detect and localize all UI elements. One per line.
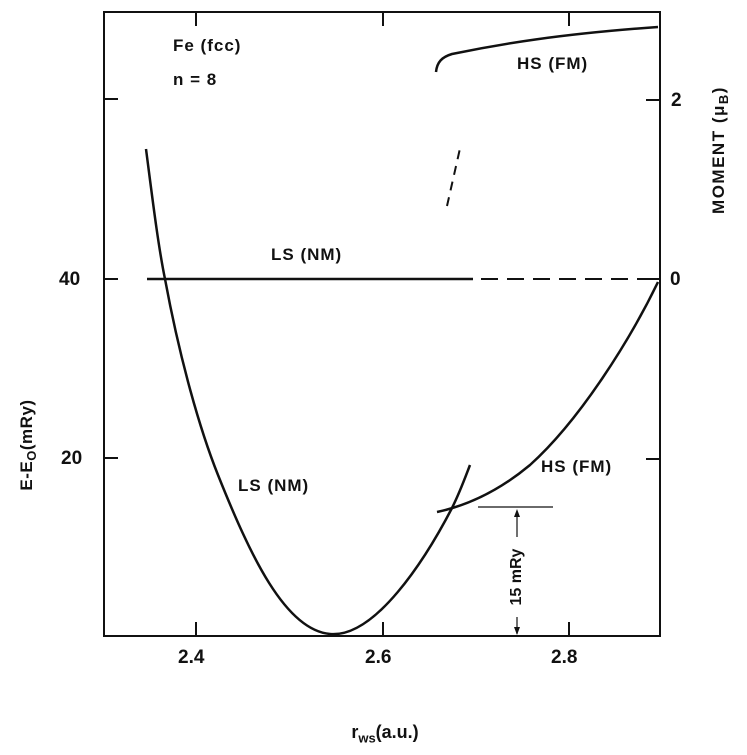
x-title-sub: ws	[358, 730, 376, 746]
y-right-title-close: )	[708, 86, 728, 94]
gap-arrowhead-up-icon	[514, 509, 520, 517]
gap-arrowhead-down-icon	[514, 627, 520, 635]
material-label: Fe (fcc)	[173, 36, 242, 55]
hs-moment-curve	[434, 25, 659, 73]
hs-moment-dashed	[446, 143, 462, 207]
gap-15mry-label: 15 mRy	[508, 545, 525, 609]
y-tick-40: 40	[59, 269, 81, 290]
x-title-unit: (a.u.)	[375, 722, 419, 742]
y-right-tick-2: 2	[671, 90, 682, 111]
hs-energy-label: HS (FM)	[541, 457, 613, 476]
y-right-title-sub: B	[716, 93, 732, 105]
hs-energy-curve	[436, 281, 660, 514]
y-axis-left-ticks	[104, 98, 118, 459]
x-tick-2.8: 2.8	[551, 647, 578, 668]
x-axis-ticks	[195, 12, 570, 636]
y-tick-20: 20	[61, 448, 83, 469]
y-left-title-unit: (mRy)	[16, 399, 36, 451]
ls-energy-label: LS (NM)	[238, 476, 310, 495]
ls-energy-curve	[144, 148, 472, 636]
x-title-main: r	[351, 722, 359, 742]
hs-moment-label: HS (FM)	[517, 54, 589, 73]
x-axis-title: rws(a.u.)	[351, 722, 418, 746]
x-tick-2.6: 2.6	[365, 647, 392, 668]
y-right-title-text: MOMENT (μ	[708, 104, 728, 214]
y-axis-right-title: MOMENT (μB)	[709, 86, 731, 214]
x-tick-2.4: 2.4	[178, 647, 205, 668]
y-left-title-text: E-E	[16, 460, 36, 491]
ls-moment-label: LS (NM)	[271, 245, 343, 264]
y-right-tick-0: 0	[670, 269, 681, 290]
y-left-title-sub: O	[24, 450, 40, 461]
n-label: n = 8	[173, 70, 218, 89]
plot-frame	[103, 11, 661, 637]
y-axis-left-title: E-EO(mRy)	[17, 399, 39, 490]
